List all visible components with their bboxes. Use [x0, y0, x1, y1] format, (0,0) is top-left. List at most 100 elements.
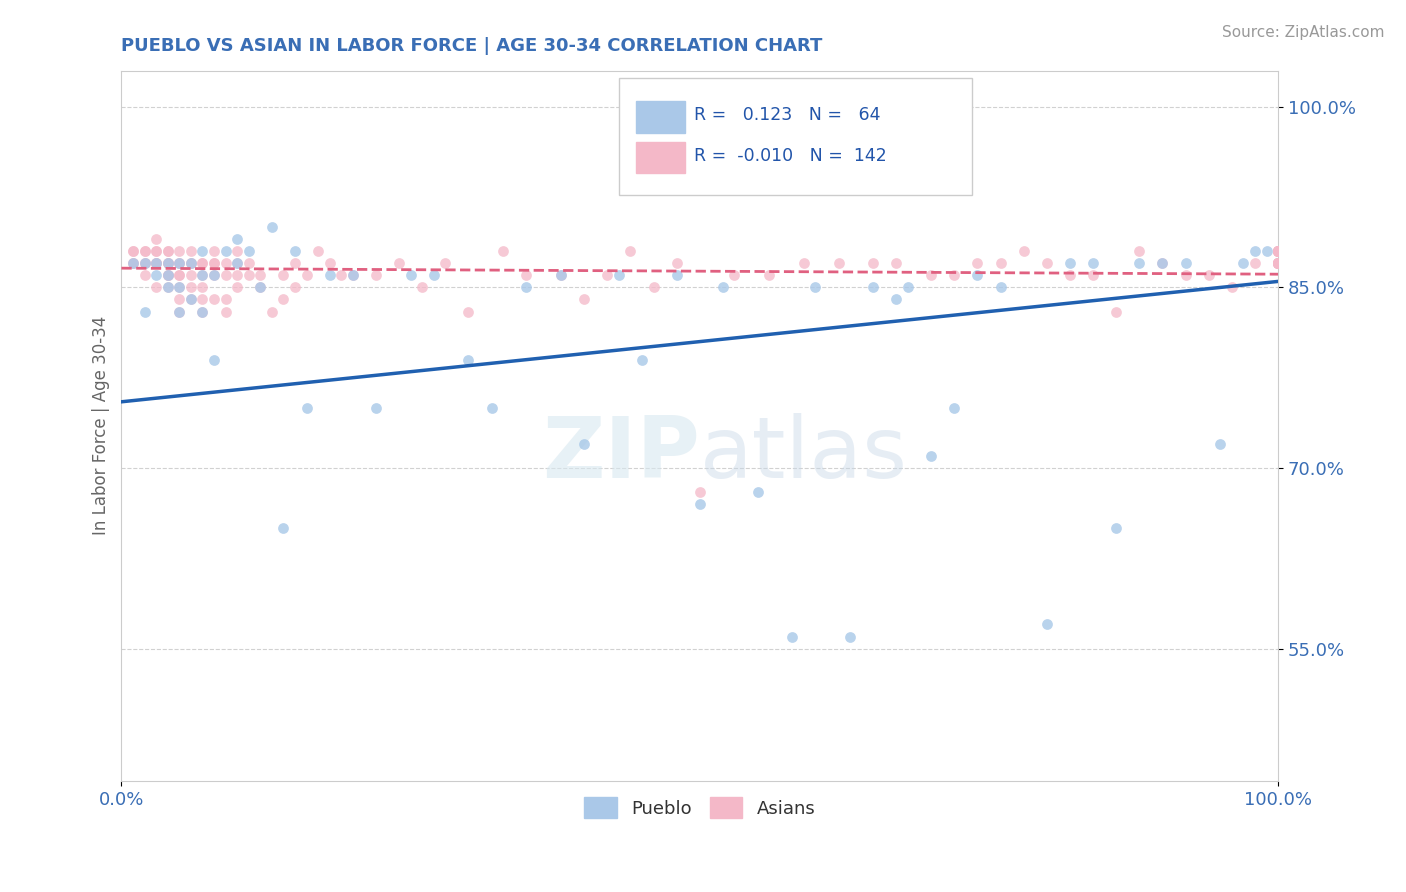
Point	[191, 304, 214, 318]
Point	[862, 280, 884, 294]
Point	[1267, 256, 1289, 270]
Point	[330, 268, 353, 283]
Point	[1267, 244, 1289, 259]
Point	[1267, 244, 1289, 259]
Point	[202, 293, 225, 307]
Point	[156, 256, 179, 270]
Point	[515, 280, 537, 294]
Point	[284, 244, 307, 259]
Point	[180, 293, 202, 307]
Point	[1267, 256, 1289, 270]
Point	[156, 256, 179, 270]
Point	[411, 280, 433, 294]
Point	[214, 304, 236, 318]
Point	[180, 268, 202, 283]
Point	[226, 244, 249, 259]
Point	[1267, 256, 1289, 270]
Point	[943, 268, 966, 283]
Point	[134, 304, 156, 318]
Point	[1267, 244, 1289, 259]
Point	[920, 268, 942, 283]
FancyBboxPatch shape	[619, 78, 972, 195]
Point	[169, 256, 191, 270]
Point	[226, 280, 249, 294]
Point	[422, 268, 444, 283]
Point	[1267, 256, 1289, 270]
Point	[180, 280, 202, 294]
Point	[827, 256, 849, 270]
Point	[631, 352, 654, 367]
Point	[202, 256, 225, 270]
Point	[782, 630, 804, 644]
Point	[169, 256, 191, 270]
Point	[318, 256, 340, 270]
Point	[134, 244, 156, 259]
Point	[1267, 244, 1289, 259]
Point	[1036, 617, 1059, 632]
Point	[1267, 256, 1289, 270]
Point	[1198, 268, 1220, 283]
Point	[214, 256, 236, 270]
Point	[434, 256, 457, 270]
Point	[793, 256, 815, 270]
Point	[122, 244, 145, 259]
Point	[1267, 256, 1289, 270]
Point	[260, 220, 283, 235]
Point	[145, 244, 167, 259]
Point	[364, 401, 387, 415]
Point	[1174, 268, 1197, 283]
Point	[1152, 256, 1174, 270]
Point	[1081, 256, 1104, 270]
Point	[990, 256, 1012, 270]
Point	[202, 352, 225, 367]
Point	[689, 485, 711, 500]
Point	[169, 268, 191, 283]
FancyBboxPatch shape	[636, 142, 685, 173]
Point	[966, 256, 988, 270]
Point	[1232, 256, 1254, 270]
Point	[920, 449, 942, 463]
Point	[169, 304, 191, 318]
Point	[1128, 256, 1150, 270]
Point	[943, 401, 966, 415]
Point	[1267, 244, 1289, 259]
Point	[515, 268, 537, 283]
Point	[1059, 268, 1081, 283]
Point	[1105, 304, 1128, 318]
Point	[1267, 256, 1289, 270]
Point	[457, 304, 479, 318]
Point	[145, 280, 167, 294]
Point	[156, 268, 179, 283]
Text: Source: ZipAtlas.com: Source: ZipAtlas.com	[1222, 25, 1385, 40]
Point	[1128, 244, 1150, 259]
Point	[550, 268, 572, 283]
Point	[145, 256, 167, 270]
Point	[191, 280, 214, 294]
Text: atlas: atlas	[700, 413, 908, 496]
Point	[202, 244, 225, 259]
Point	[1267, 244, 1289, 259]
Point	[191, 268, 214, 283]
Point	[156, 268, 179, 283]
Point	[862, 256, 884, 270]
Point	[156, 244, 179, 259]
Point	[1105, 521, 1128, 535]
Point	[145, 232, 167, 246]
Point	[202, 256, 225, 270]
Point	[364, 268, 387, 283]
Point	[1220, 280, 1243, 294]
Point	[1267, 256, 1289, 270]
Point	[747, 485, 769, 500]
Point	[886, 256, 908, 270]
Point	[191, 293, 214, 307]
Point	[1267, 244, 1289, 259]
Point	[711, 280, 734, 294]
Point	[318, 268, 340, 283]
Point	[156, 268, 179, 283]
Point	[966, 268, 988, 283]
Point	[180, 244, 202, 259]
Point	[273, 268, 295, 283]
Point	[191, 304, 214, 318]
Point	[260, 304, 283, 318]
Point	[1244, 244, 1267, 259]
